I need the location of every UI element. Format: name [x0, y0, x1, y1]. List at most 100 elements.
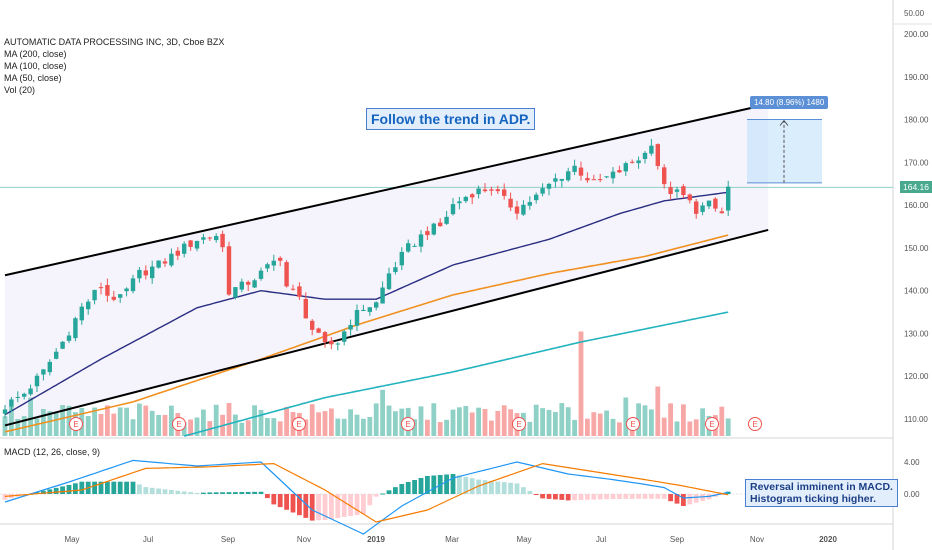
macd-histogram-bar [668, 494, 673, 502]
candle-body [636, 160, 641, 164]
candle-body [111, 296, 116, 300]
volume-bar [117, 407, 123, 436]
candle-body [303, 298, 308, 319]
candle-body [668, 187, 673, 195]
candle-body [41, 369, 46, 375]
macd-histogram-bar [450, 474, 456, 494]
chart-legend: AUTOMATIC DATA PROCESSING INC, 3D, Cboe … [4, 36, 224, 96]
volume-bar [245, 420, 251, 436]
volume-bar [60, 405, 65, 436]
macd-histogram-bar [290, 494, 296, 513]
candle-body [86, 301, 91, 310]
macd-histogram-bar [47, 489, 53, 494]
channel-fill [5, 104, 769, 426]
macd-histogram-bar [226, 492, 232, 494]
candle-body [546, 183, 552, 189]
candle-body [566, 171, 571, 181]
volume-bar [66, 405, 72, 436]
price-axis-tick: 50.00 [904, 9, 925, 18]
macd-histogram-bar [693, 494, 699, 503]
candle-body [489, 189, 494, 191]
macd-histogram-bar [105, 481, 110, 494]
legend-title: AUTOMATIC DATA PROCESSING INC, 3D, Cboe … [4, 37, 225, 47]
macd-histogram-bar [130, 481, 136, 494]
macd-histogram-bar [636, 494, 641, 499]
candle-body [508, 198, 513, 208]
macd-histogram-bar [60, 486, 65, 494]
candle-body [502, 189, 507, 196]
macd-histogram-bar [316, 494, 321, 521]
macd-histogram-bar [393, 487, 398, 494]
volume-bar [719, 406, 725, 436]
volume-bar [642, 405, 648, 436]
volume-bar [501, 405, 507, 436]
earnings-marker-circle [626, 417, 640, 431]
candle-body [463, 196, 468, 202]
time-axis-tick: Jul [596, 535, 606, 544]
macd-histogram-bar [469, 478, 475, 494]
macd-histogram-bar [418, 478, 424, 494]
macd-histogram-bar [348, 494, 353, 516]
candle-body [726, 186, 731, 211]
candle-body [367, 307, 372, 312]
volume-bar [425, 419, 430, 436]
macd-histogram-bar [194, 492, 200, 494]
candle-body [22, 393, 27, 397]
candle-body [329, 340, 334, 345]
volume-bar [143, 405, 149, 436]
time-axis-tick: Mar [445, 535, 459, 544]
ma100-line [4, 234, 729, 433]
candle-body [399, 251, 404, 266]
macd-histogram-bar [476, 479, 481, 494]
candle-body [169, 253, 174, 266]
macd-histogram-bar [521, 487, 526, 494]
volume-bar [687, 421, 693, 436]
earnings-marker-circle [705, 417, 719, 431]
volume-bar [476, 407, 481, 436]
macd-histogram-bar [284, 494, 289, 510]
macd-histogram-bar [277, 494, 283, 508]
candle-body [246, 281, 251, 285]
macd-histogram-bar [399, 484, 405, 494]
candle-body [79, 306, 84, 321]
candle-body [623, 163, 628, 172]
candle-body [585, 177, 590, 181]
volume-bar [303, 419, 309, 436]
candle-body [700, 205, 705, 212]
volume-bar [393, 411, 398, 436]
earnings-marker-circle [69, 417, 83, 431]
volume-bar [597, 413, 603, 436]
earnings-marker: E [705, 417, 719, 431]
price-axis-tick: 170.00 [904, 158, 929, 167]
candle-body [156, 260, 161, 268]
measure-arrow-head [779, 119, 789, 126]
candle-body [322, 332, 328, 343]
macd-histogram-bar [623, 494, 629, 499]
volume-bar [21, 416, 27, 436]
volume-bar [437, 422, 443, 436]
candle-body [514, 206, 520, 214]
macd-histogram-bar [617, 494, 622, 499]
macd-signal-line [4, 462, 729, 523]
candle-body [527, 202, 532, 206]
volume-bar [508, 409, 513, 436]
macd-histogram-bar [188, 492, 193, 494]
candle-body [233, 287, 238, 298]
legend-ma50: MA (50, close) [4, 73, 62, 83]
macd-histogram-bar [604, 494, 609, 500]
candle-body [425, 231, 430, 236]
candle-body [66, 335, 72, 341]
macd-histogram-bar [201, 492, 206, 494]
earnings-marker-label: E [516, 420, 521, 429]
macd-histogram-bar [53, 487, 59, 494]
macd-histogram-bar [175, 490, 181, 494]
macd-histogram-bar [156, 488, 161, 494]
candle-body [662, 167, 667, 185]
volume-bar [700, 408, 705, 436]
volume-bar [201, 409, 206, 436]
candle-body [278, 257, 283, 261]
channel-upper-line [4, 103, 769, 277]
volume-bar [213, 404, 219, 436]
candle-body [150, 266, 155, 279]
